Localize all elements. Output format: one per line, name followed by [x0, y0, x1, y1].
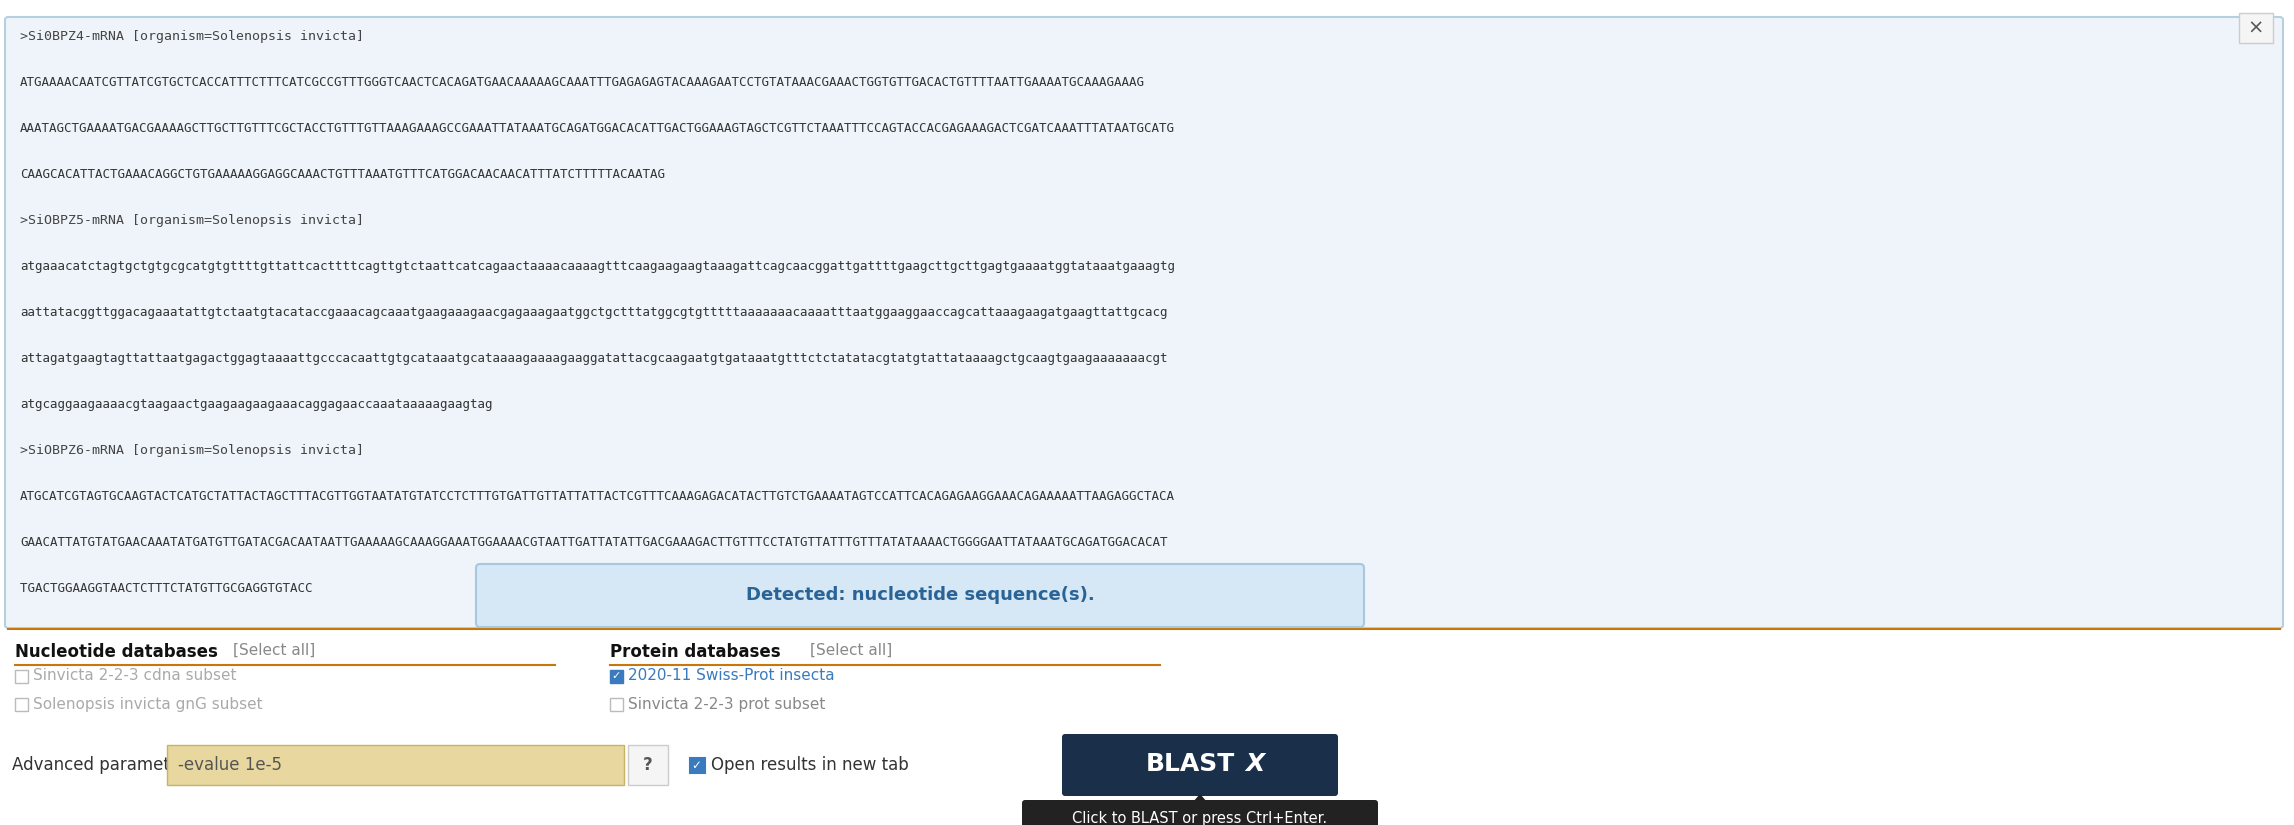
Text: Open results in new tab: Open results in new tab — [711, 756, 908, 774]
Text: [Select all]: [Select all] — [810, 643, 892, 658]
Text: ?: ? — [642, 756, 654, 774]
Bar — [610, 670, 624, 683]
Text: BLAST: BLAST — [1145, 752, 1234, 776]
Text: Protein databases: Protein databases — [610, 643, 780, 661]
Bar — [16, 670, 28, 683]
Text: [Select all]: [Select all] — [234, 643, 314, 658]
Text: atgaaacatctagtgctgtgcgcatgtgttttgttattcacttttcagttgtctaattcatcagaactaaaacaaaagtt: atgaaacatctagtgctgtgcgcatgtgttttgttattca… — [21, 260, 1175, 273]
Text: Advanced parameters:: Advanced parameters: — [11, 756, 202, 774]
FancyBboxPatch shape — [2239, 13, 2273, 43]
Text: TGACTGGAAGGTAACTCTTTCTATGTTGCGAGGTGTACC                              TTTAAGTGCTT: TGACTGGAAGGTAACTCTTTCTATGTTGCGAGGTGTACC … — [21, 582, 830, 595]
Text: Nucleotide databases: Nucleotide databases — [16, 643, 218, 661]
FancyBboxPatch shape — [629, 745, 668, 785]
Text: >Si0BPZ4-mRNA [organism=Solenopsis invicta]: >Si0BPZ4-mRNA [organism=Solenopsis invic… — [21, 30, 365, 43]
Text: >SiOBPZ5-mRNA [organism=Solenopsis invicta]: >SiOBPZ5-mRNA [organism=Solenopsis invic… — [21, 214, 365, 227]
Text: aattatacggttggacagaaatattgtctaatgtacataccgaaacagcaaatgaagaaagaacgagaaagaatggctgc: aattatacggttggacagaaatattgtctaatgtacatac… — [21, 306, 1168, 319]
Bar — [16, 698, 28, 711]
Text: X: X — [1246, 752, 1264, 776]
Text: -evalue 1e-5: -evalue 1e-5 — [179, 756, 282, 774]
Text: Click to BLAST or press Ctrl+Enter.: Click to BLAST or press Ctrl+Enter. — [1071, 810, 1328, 825]
Text: ATGCATCGTAGTGCAAGTACTCATGCTATTACTAGCTTTACGTTGGTAATATGTATCCTCTTTGTGATTGTTATTATTAC: ATGCATCGTAGTGCAAGTACTCATGCTATTACTAGCTTTA… — [21, 490, 1175, 503]
FancyBboxPatch shape — [1023, 800, 1379, 825]
Bar — [690, 758, 704, 773]
FancyBboxPatch shape — [5, 17, 2283, 628]
Text: attagatgaagtagttattaatgagactggagtaaaattgcccacaattgtgcataaatgcataaaagaaaagaaggata: attagatgaagtagttattaatgagactggagtaaaattg… — [21, 352, 1168, 365]
FancyBboxPatch shape — [167, 745, 624, 785]
Text: Solenopsis invicta gnG subset: Solenopsis invicta gnG subset — [32, 696, 262, 711]
Text: ✓: ✓ — [610, 671, 619, 681]
FancyBboxPatch shape — [475, 564, 1365, 627]
Bar — [610, 698, 624, 711]
Polygon shape — [1193, 795, 1207, 803]
Text: ×: × — [2248, 18, 2264, 37]
Text: GAACATTATGTATGAACAAATATGATGTTGATACGACAATAATTGAAAAAGCAAAGGAAATGGAAAACGTAATTGATTAT: GAACATTATGTATGAACAAATATGATGTTGATACGACAAT… — [21, 536, 1168, 549]
Text: >SiOBPZ6-mRNA [organism=Solenopsis invicta]: >SiOBPZ6-mRNA [organism=Solenopsis invic… — [21, 444, 365, 457]
Text: atgcaggaagaaaacgtaagaactgaagaagaagaaacaggagaaccaaataaaaagaagtag: atgcaggaagaaaacgtaagaactgaagaagaagaaacag… — [21, 398, 493, 411]
Text: AAATAGCTGAAAATGACGAAAAGCTTGCTTGTTTCGCTACCTGTTTGTTAAAGAAAGCCGAAATTATAAATGCAGATGGA: AAATAGCTGAAAATGACGAAAAGCTTGCTTGTTTCGCTAC… — [21, 122, 1175, 135]
FancyBboxPatch shape — [1062, 734, 1337, 796]
Text: 2020-11 Swiss-Prot insecta: 2020-11 Swiss-Prot insecta — [629, 668, 835, 683]
Text: CAAGCACATTACTGAAACAGGCTGTGAAAAAGGAGGCAAACTGTTTAAATGTTTCATGGACAACAACATTTATCTTTTTA: CAAGCACATTACTGAAACAGGCTGTGAAAAAGGAGGCAAA… — [21, 168, 665, 181]
Text: ATGAAAACAATCGTTATCGTGCTCACCATTTCTTTCATCGCCGTTTGGGTCAACTCACAGATGAACAAAAAGCAAATTTG: ATGAAAACAATCGTTATCGTGCTCACCATTTCTTTCATCG… — [21, 76, 1145, 89]
Text: Detected: nucleotide sequence(s).: Detected: nucleotide sequence(s). — [746, 587, 1094, 605]
Text: ✓: ✓ — [690, 758, 702, 771]
Text: Sinvicta 2-2-3 prot subset: Sinvicta 2-2-3 prot subset — [629, 696, 826, 711]
Text: Sinvicta 2-2-3 cdna subset: Sinvicta 2-2-3 cdna subset — [32, 668, 236, 683]
